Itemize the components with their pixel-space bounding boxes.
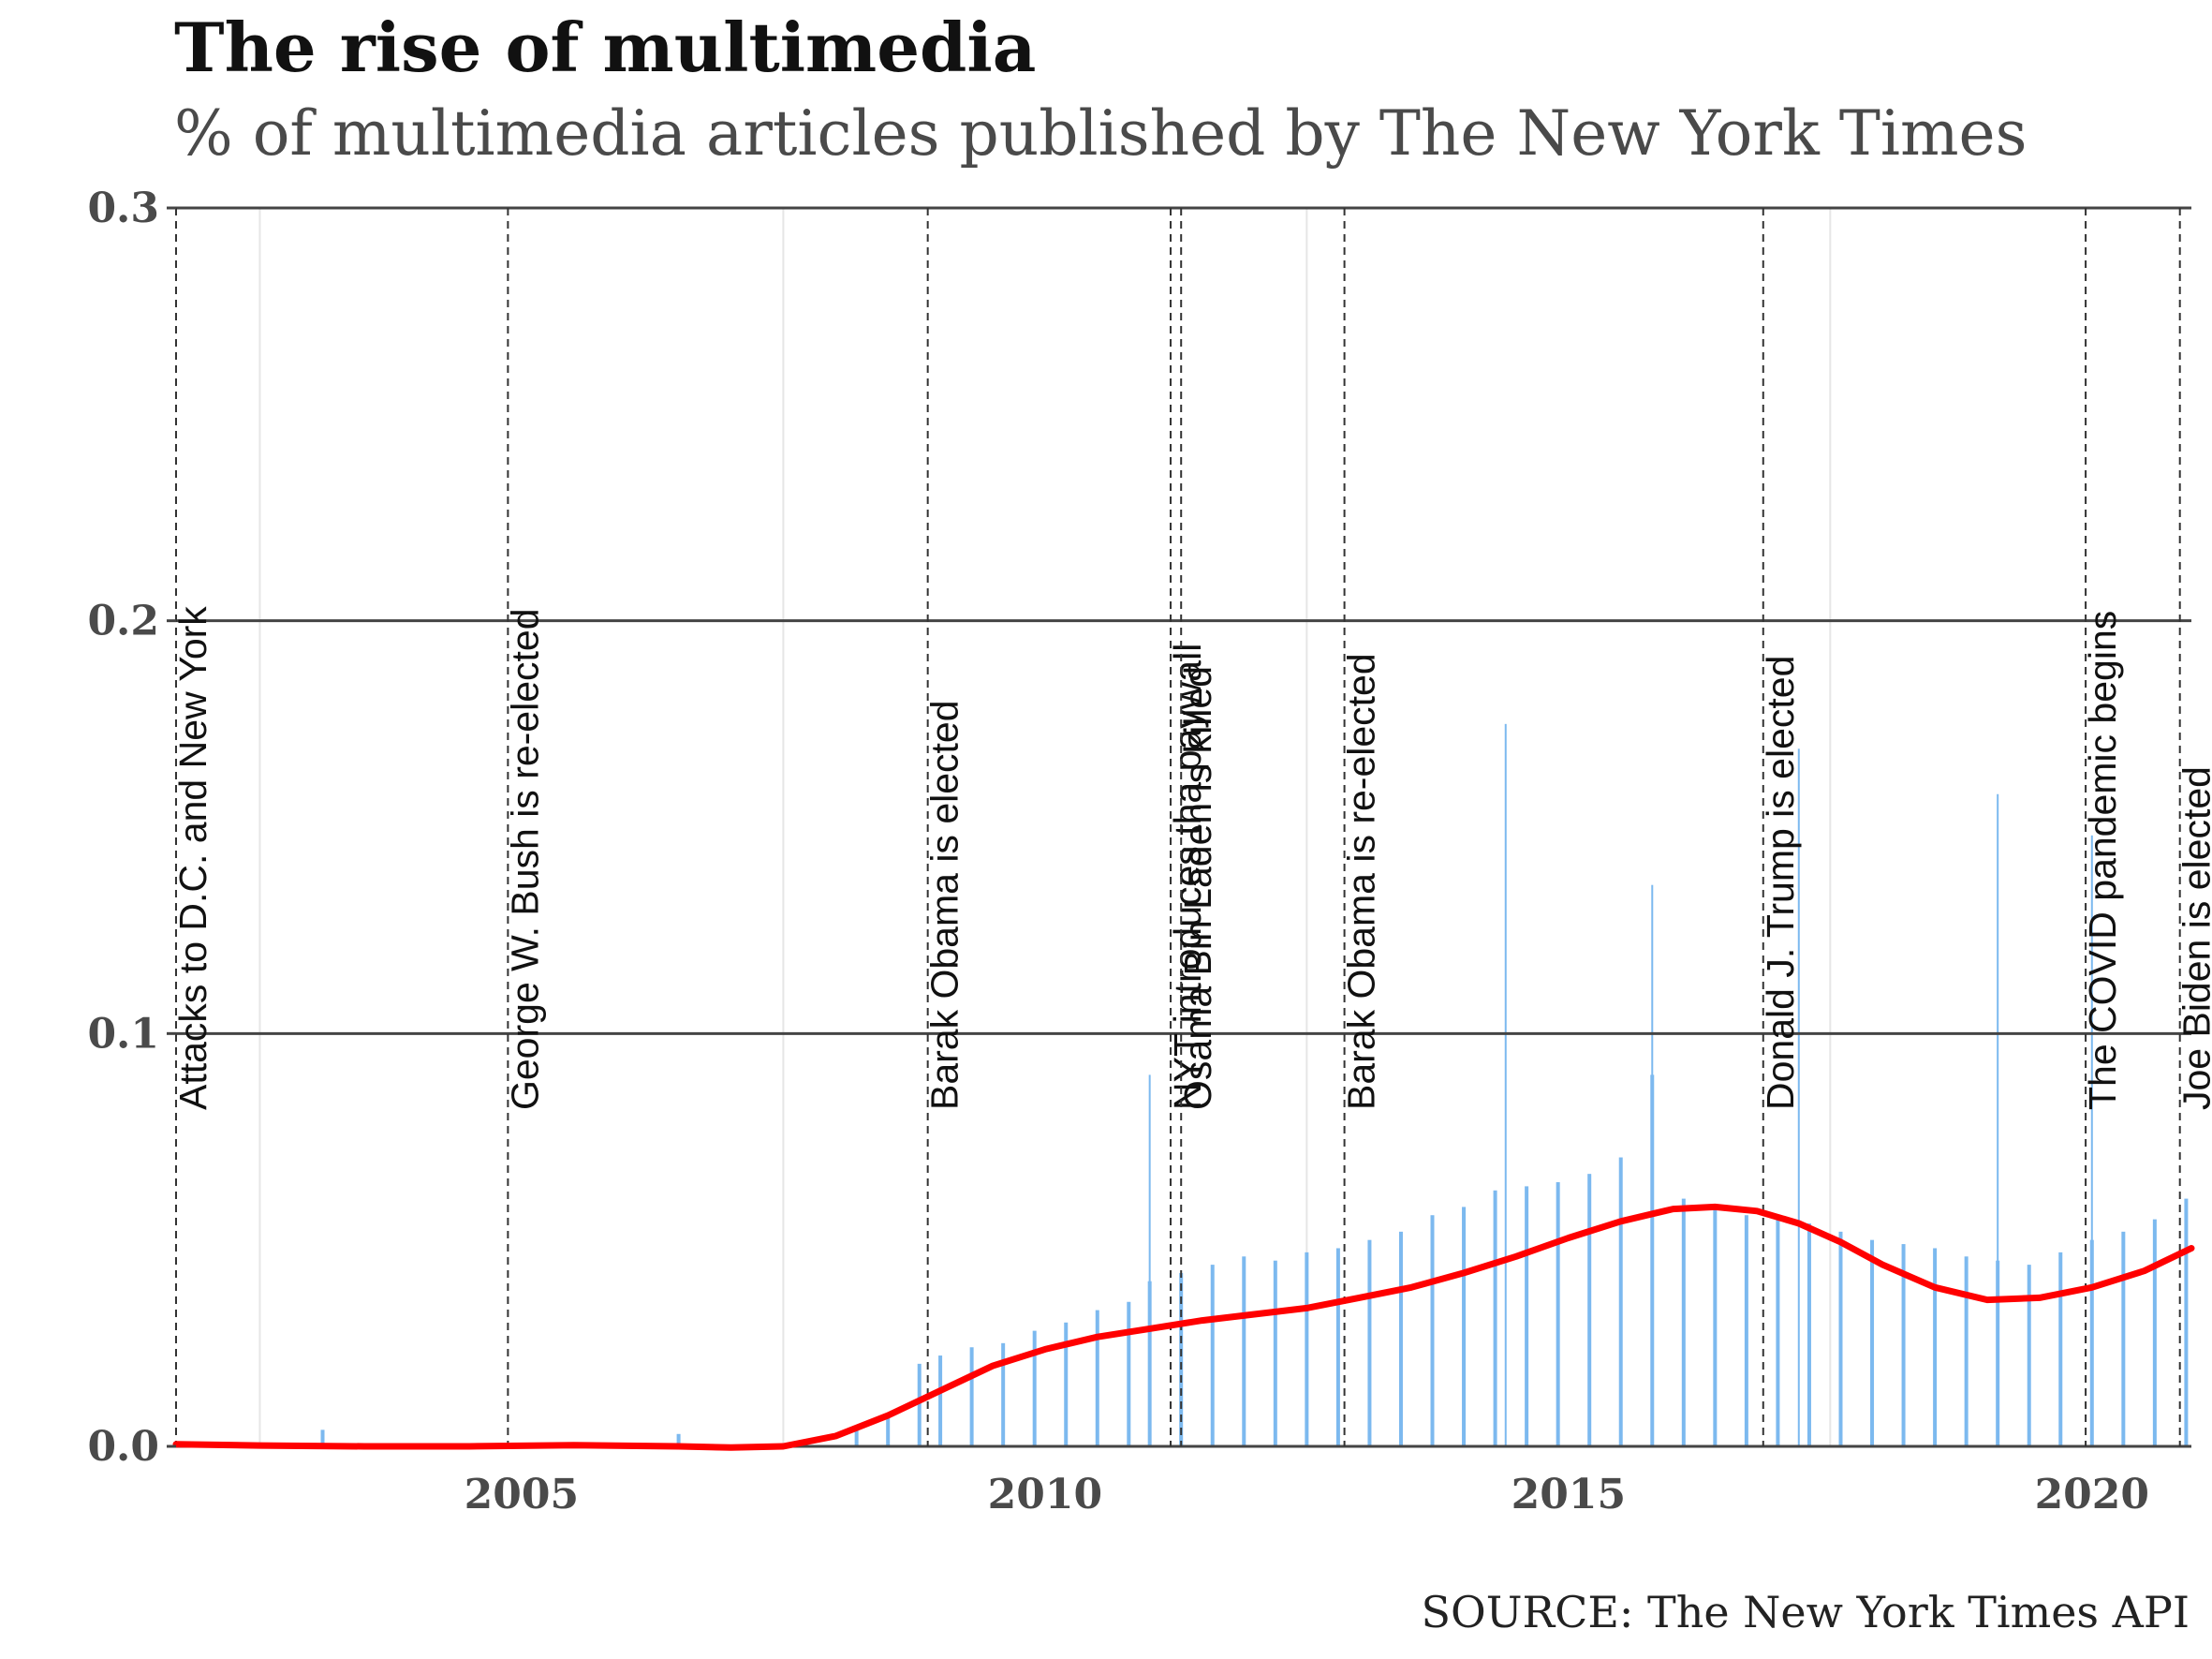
chart-title: The rise of multimedia (174, 7, 1037, 87)
bar (886, 1413, 891, 1446)
bar (1933, 1248, 1938, 1446)
x-tick-label: 2010 (988, 1471, 1102, 1518)
bar (1806, 1223, 1811, 1446)
bar (1032, 1330, 1037, 1446)
event-markers: Attacks to D.C. and New York George W. Bu… (171, 208, 2212, 1446)
bar-peak (2090, 835, 2093, 1446)
bar (1870, 1239, 1875, 1446)
y-tick-label: 0.0 (87, 1423, 159, 1471)
bar (1493, 1190, 1497, 1446)
bar (1964, 1256, 1969, 1446)
bar (1001, 1342, 1006, 1446)
bar (1681, 1198, 1686, 1446)
bar-peak (1997, 793, 1999, 1446)
event-label: George W. Bush is re-elected (503, 608, 546, 1110)
event-label: The COVID pandemic begins (2081, 611, 2124, 1110)
bar (1618, 1157, 1623, 1446)
bar (1525, 1186, 1529, 1446)
bar (917, 1363, 922, 1446)
bar (1242, 1256, 1246, 1446)
bar (1462, 1207, 1467, 1446)
bar-peak (1504, 723, 1507, 1446)
event-label: Attacks to D.C. and New York (171, 606, 214, 1110)
bar (1305, 1252, 1309, 1446)
bar (1838, 1231, 1843, 1446)
bar (2152, 1219, 2157, 1446)
event-label: NYT introduces tha paywall (1166, 644, 1209, 1110)
event-label: Barak Obama is elected (923, 700, 966, 1110)
trend-line (172, 1203, 2195, 1451)
bar (969, 1347, 974, 1446)
x-tick-label: 2020 (2035, 1471, 2149, 1518)
bar-peak (1148, 1074, 1151, 1446)
bar (2121, 1231, 2126, 1446)
bar (2184, 1198, 2189, 1446)
bar (1744, 1215, 1748, 1446)
y-axis-ticks: 0.0 0.1 0.2 0.3 (87, 185, 176, 1471)
y-tick-label: 0.3 (87, 185, 159, 232)
chart-source-note: SOURCE: The New York Times API (1421, 1587, 2190, 1637)
x-axis-ticks: 2005 2010 2015 2020 (465, 1471, 2149, 1518)
bar (1430, 1215, 1435, 1446)
event-label: Osama Bin Laden is killed (1176, 666, 1219, 1110)
bar (1776, 1219, 1780, 1446)
daily-bars (320, 723, 2189, 1446)
bar (1064, 1322, 1069, 1446)
event-label: Donald J. Trump is elected (1759, 656, 1802, 1110)
bar (1556, 1181, 1560, 1446)
bar (1367, 1239, 1372, 1446)
bar (1127, 1301, 1131, 1446)
y-tick-label: 0.1 (87, 1010, 159, 1058)
bar (1210, 1265, 1215, 1446)
bar (854, 1425, 859, 1446)
event-label: Joe Biden is elected (2175, 766, 2212, 1110)
bar (938, 1355, 943, 1446)
bar (1273, 1260, 1277, 1446)
bar (1713, 1207, 1718, 1446)
bar (2058, 1252, 2063, 1446)
bar (676, 1433, 681, 1446)
x-tick-label: 2015 (1512, 1471, 1626, 1518)
x-tick-label: 2005 (465, 1471, 579, 1518)
bar (1587, 1174, 1592, 1446)
bar (320, 1429, 325, 1446)
bar (1095, 1310, 1099, 1446)
y-tick-label: 0.2 (87, 598, 159, 645)
bar (2027, 1265, 2031, 1446)
bar (1398, 1231, 1403, 1446)
bar-peak (1797, 748, 1800, 1446)
event-label: Barak Obama is re-elected (1340, 653, 1383, 1110)
smooth-trend (172, 1203, 2195, 1451)
bar (1335, 1248, 1340, 1446)
bar (1179, 1272, 1184, 1446)
chart-subtitle: % of multimedia articles published by Th… (174, 97, 2028, 170)
bar (1901, 1244, 1906, 1446)
vertical-gridlines (258, 208, 1832, 1446)
bar-peak (1651, 884, 1654, 1446)
